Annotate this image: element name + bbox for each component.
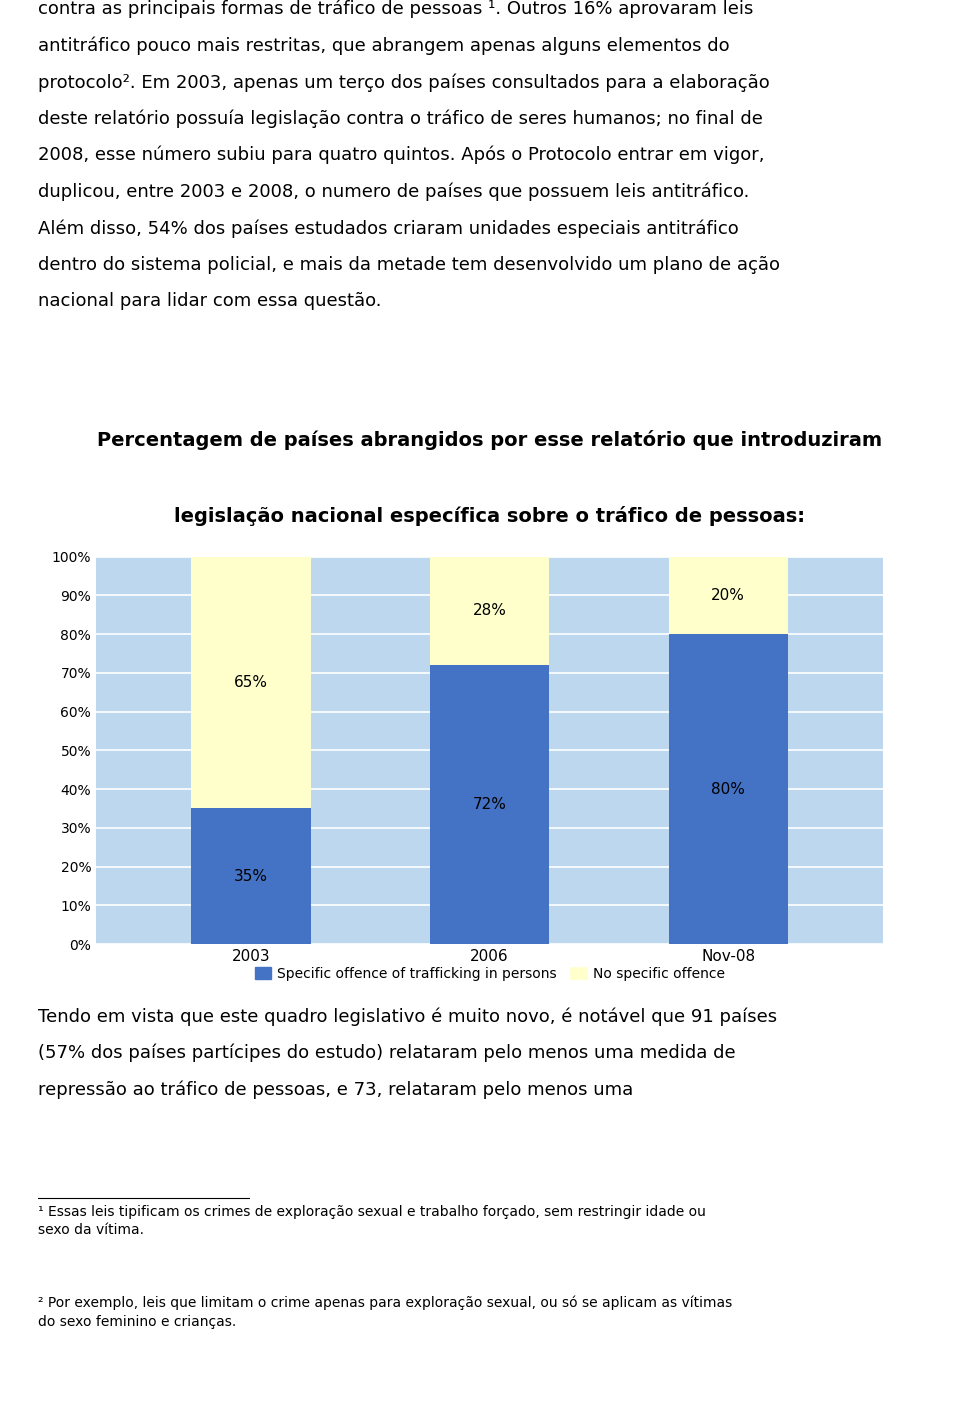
Bar	[668, 634, 788, 944]
Legend: Specific offence of trafficking in persons, No specific offence: Specific offence of trafficking in perso…	[249, 961, 731, 986]
Text: 72%: 72%	[472, 797, 507, 812]
Text: 80%: 80%	[711, 782, 745, 796]
Bar	[191, 557, 311, 809]
Bar	[430, 557, 549, 665]
Text: 28%: 28%	[472, 603, 507, 619]
Bar	[668, 557, 788, 634]
Bar	[191, 809, 311, 944]
Text: ² Por exemplo, leis que limitam o crime apenas para exploração sexual, ou só se : ² Por exemplo, leis que limitam o crime …	[38, 1296, 732, 1329]
Text: Tendo em vista que este quadro legislativo é muito novo, é notável que 91 países: Tendo em vista que este quadro legislati…	[38, 1007, 778, 1099]
Bar	[430, 665, 549, 944]
Text: 65%: 65%	[234, 675, 268, 690]
Text: 35%: 35%	[234, 869, 268, 883]
Text: legislação nacional específica sobre o tráfico de pessoas:: legislação nacional específica sobre o t…	[174, 506, 805, 526]
Text: 20%: 20%	[711, 588, 745, 603]
Text: ¹ Essas leis tipificam os crimes de exploração sexual e trabalho forçado, sem re: ¹ Essas leis tipificam os crimes de expl…	[38, 1205, 707, 1237]
Text: contra as principais formas de tráfico de pessoas ¹. Outros 16% aprovaram leis

: contra as principais formas de tráfico d…	[38, 0, 780, 310]
Text: Percentagem de países abrangidos por esse relatório que introduziram: Percentagem de países abrangidos por ess…	[97, 430, 882, 449]
